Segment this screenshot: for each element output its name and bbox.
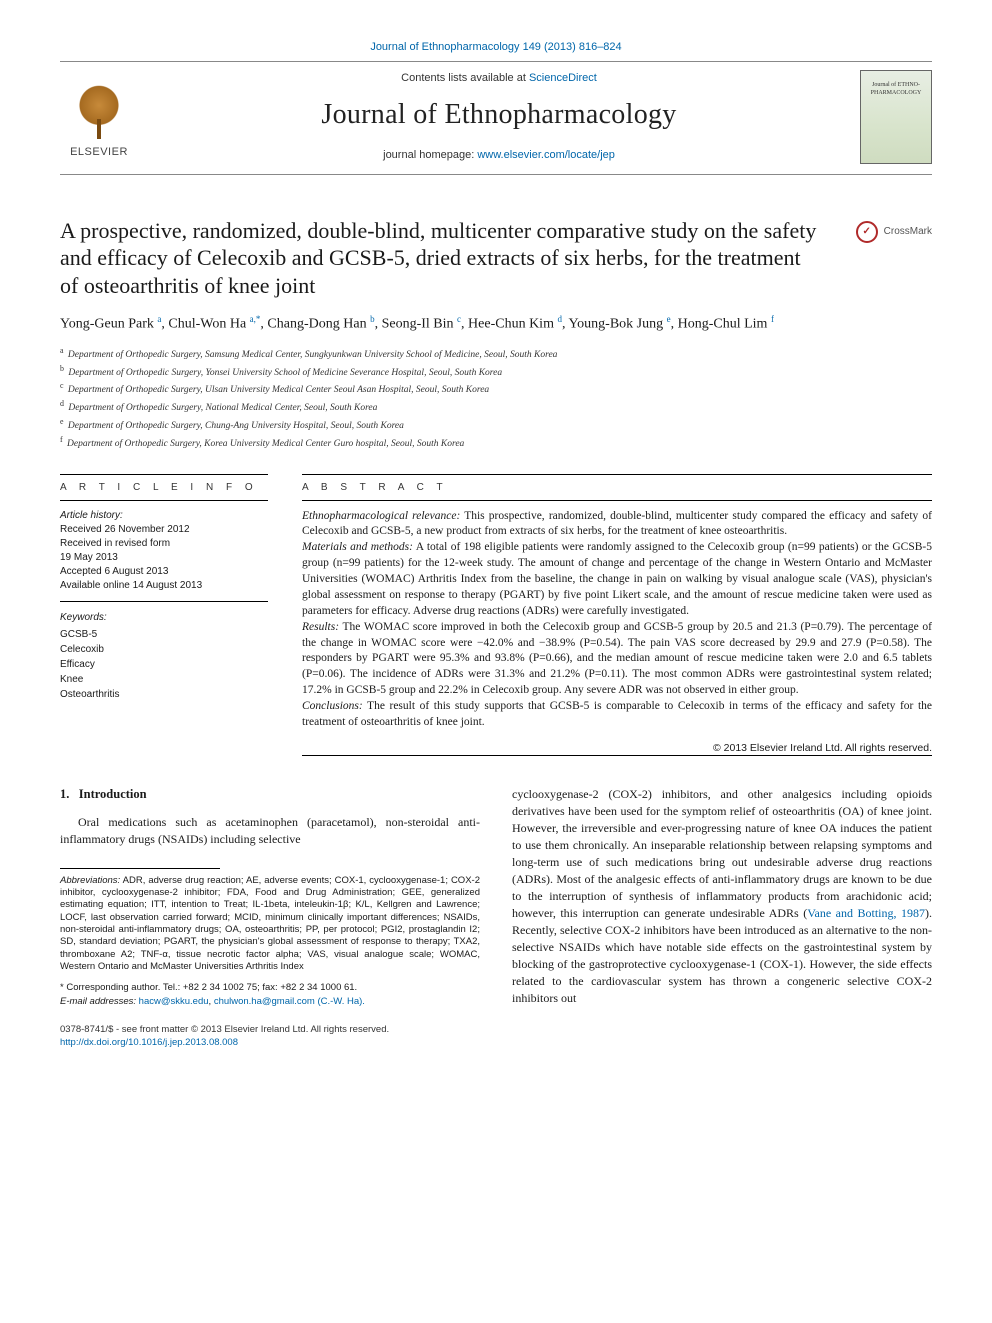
masthead: ELSEVIER Contents lists available at Sci… xyxy=(60,61,932,175)
masthead-center: Contents lists available at ScienceDirec… xyxy=(156,71,842,162)
right-text-2: ). Recently, selective COX-2 inhibitors … xyxy=(512,906,932,1005)
abbreviations-footnote: Abbreviations: ADR, adverse drug reactio… xyxy=(60,875,480,974)
sciencedirect-link[interactable]: ScienceDirect xyxy=(529,72,597,84)
homepage-line: journal homepage: www.elsevier.com/locat… xyxy=(156,148,842,163)
right-text-1: cyclooxygenase-2 (COX-2) inhibitors, and… xyxy=(512,787,932,920)
keyword: Celecoxib xyxy=(60,642,268,657)
cover-text: Journal of ETHNO-PHARMACOLOGY xyxy=(861,81,931,97)
abstract-segment-label: Ethnopharmacological relevance: xyxy=(302,510,460,522)
intro-paragraph-left: Oral medications such as acetaminophen (… xyxy=(60,814,480,848)
history-line: 19 May 2013 xyxy=(60,551,268,565)
history-label: Article history: xyxy=(60,509,268,523)
keyword: GCSB-5 xyxy=(60,627,268,642)
homepage-prefix: journal homepage: xyxy=(383,149,477,161)
contents-prefix: Contents lists available at xyxy=(401,72,529,84)
elsevier-wordmark: ELSEVIER xyxy=(70,145,128,160)
crossmark-badge[interactable]: ✓ CrossMark xyxy=(856,221,932,243)
body-column-right: cyclooxygenase-2 (COX-2) inhibitors, and… xyxy=(512,786,932,1050)
abstract-segment-label: Results: xyxy=(302,621,339,633)
history-line: Available online 14 August 2013 xyxy=(60,579,268,593)
corr-text: Corresponding author. Tel.: +82 2 34 100… xyxy=(66,982,357,993)
keyword: Knee xyxy=(60,672,268,687)
affiliation-line: d Department of Orthopedic Surgery, Nati… xyxy=(60,398,932,416)
elsevier-logo[interactable]: ELSEVIER xyxy=(60,74,138,160)
crossmark-icon: ✓ xyxy=(856,221,878,243)
footer-meta: 0378-8741/$ - see front matter © 2013 El… xyxy=(60,1024,480,1050)
abbrev-label: Abbreviations: xyxy=(60,875,120,886)
info-abstract-row: A R T I C L E I N F O Article history: R… xyxy=(60,474,932,756)
section-number: 1. xyxy=(60,787,69,801)
abstract-segment: Ethnopharmacological relevance: This pro… xyxy=(302,509,932,541)
article-head: ✓ CrossMark A prospective, randomized, d… xyxy=(60,217,932,300)
article-info-heading: A R T I C L E I N F O xyxy=(60,475,268,500)
abstract-heading: A B S T R A C T xyxy=(302,475,932,500)
article-history: Article history: Received 26 November 20… xyxy=(60,501,268,601)
history-line: Received 26 November 2012 xyxy=(60,523,268,537)
abstract-segment: Results: The WOMAC score improved in bot… xyxy=(302,620,932,699)
keyword: Efficacy xyxy=(60,657,268,672)
abstract-column: A B S T R A C T Ethnopharmacological rel… xyxy=(302,474,932,756)
abstract-segment-label: Conclusions: xyxy=(302,700,363,712)
body-column-left: 1. Introduction Oral medications such as… xyxy=(60,786,480,1050)
affiliation-line: f Department of Orthopedic Surgery, Kore… xyxy=(60,434,932,452)
abstract-segment: Conclusions: The result of this study su… xyxy=(302,699,932,731)
corresponding-author-note: * Corresponding author. Tel.: +82 2 34 1… xyxy=(60,981,480,1008)
corr-symbol: * xyxy=(60,982,64,993)
authors-line: Yong-Geun Park a, Chul-Won Ha a,*, Chang… xyxy=(60,313,840,334)
crossmark-label: CrossMark xyxy=(884,225,932,239)
section-heading: 1. Introduction xyxy=(60,786,480,804)
journal-citation-link[interactable]: Journal of Ethnopharmacology 149 (2013) … xyxy=(60,40,932,55)
keywords-block: Keywords: GCSB-5CelecoxibEfficacyKneeOst… xyxy=(60,602,268,702)
article-title: A prospective, randomized, double-blind,… xyxy=(60,217,820,300)
affiliation-line: b Department of Orthopedic Surgery, Yons… xyxy=(60,363,932,381)
abbrev-text: ADR, adverse drug reaction; AE, adverse … xyxy=(60,875,480,972)
elsevier-tree-icon xyxy=(70,85,128,143)
affiliation-line: e Department of Orthopedic Surgery, Chun… xyxy=(60,416,932,434)
abstract-body: Ethnopharmacological relevance: This pro… xyxy=(302,501,932,737)
abstract-segment-text: The result of this study supports that G… xyxy=(302,700,932,728)
history-line: Received in revised form xyxy=(60,537,268,551)
abstract-segment-text: The WOMAC score improved in both the Cel… xyxy=(302,621,932,696)
rule xyxy=(302,755,932,756)
body-columns: 1. Introduction Oral medications such as… xyxy=(60,786,932,1050)
email-link-1[interactable]: hacw@skku.edu xyxy=(139,996,209,1007)
article-info-column: A R T I C L E I N F O Article history: R… xyxy=(60,474,268,756)
abstract-copyright: © 2013 Elsevier Ireland Ltd. All rights … xyxy=(302,737,932,755)
contents-line: Contents lists available at ScienceDirec… xyxy=(156,71,842,86)
footnote-rule xyxy=(60,868,220,869)
keyword: Osteoarthritis xyxy=(60,687,268,702)
affiliation-line: c Department of Orthopedic Surgery, Ulsa… xyxy=(60,380,932,398)
doi-link[interactable]: http://dx.doi.org/10.1016/j.jep.2013.08.… xyxy=(60,1037,480,1050)
inline-citation-link[interactable]: Vane and Botting, 1987 xyxy=(807,906,925,920)
journal-cover-thumb[interactable]: Journal of ETHNO-PHARMACOLOGY xyxy=(860,70,932,164)
journal-title: Journal of Ethnopharmacology xyxy=(156,96,842,134)
affiliations: a Department of Orthopedic Surgery, Sams… xyxy=(60,345,932,453)
affiliation-line: a Department of Orthopedic Surgery, Sams… xyxy=(60,345,932,363)
history-line: Accepted 6 August 2013 xyxy=(60,565,268,579)
homepage-url-link[interactable]: www.elsevier.com/locate/jep xyxy=(477,149,615,161)
keywords-label: Keywords: xyxy=(60,610,268,625)
email-link-2[interactable]: chulwon.ha@gmail.com (C.-W. Ha). xyxy=(214,996,365,1007)
intro-paragraph-right: cyclooxygenase-2 (COX-2) inhibitors, and… xyxy=(512,786,932,1007)
email-label: E-mail addresses: xyxy=(60,996,136,1007)
abstract-segment-label: Materials and methods: xyxy=(302,541,413,553)
abstract-segment: Materials and methods: A total of 198 el… xyxy=(302,540,932,619)
issn-line: 0378-8741/$ - see front matter © 2013 El… xyxy=(60,1024,480,1037)
section-title: Introduction xyxy=(79,787,147,801)
